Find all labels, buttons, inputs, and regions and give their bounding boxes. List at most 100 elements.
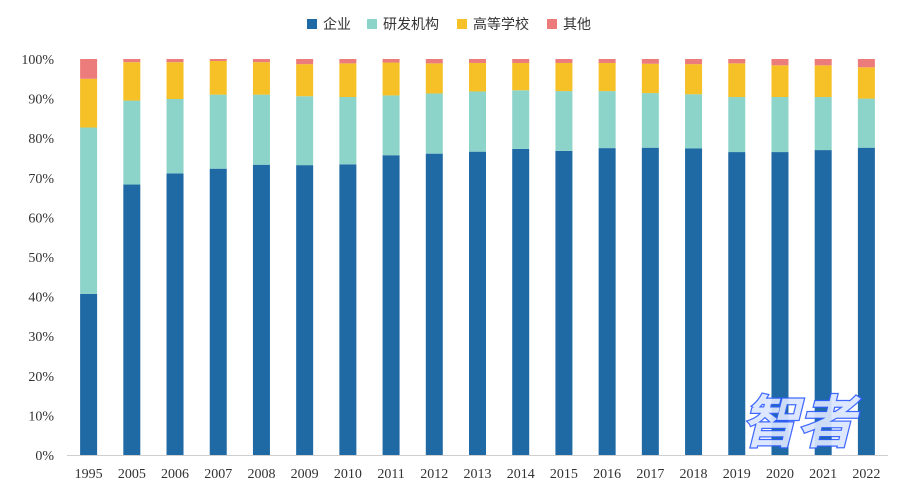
x-tick-label: 2016 — [593, 467, 621, 482]
bar-segment — [685, 59, 703, 65]
bar-segment — [123, 184, 141, 456]
bar-segment — [382, 155, 400, 455]
x-tick-label: 2013 — [464, 467, 492, 482]
x-tick-label: 2011 — [377, 467, 404, 482]
x-tick-label: 2018 — [680, 467, 708, 482]
bar-segment — [425, 93, 443, 154]
y-tick-label: 20% — [28, 370, 54, 385]
bar-segment — [771, 152, 789, 455]
bar-segment — [339, 97, 357, 165]
bar-segment — [555, 62, 573, 92]
bar-segment — [209, 94, 227, 169]
watermark: 智者 — [741, 389, 863, 458]
bar-segment — [641, 93, 659, 148]
legend-label: 其他 — [563, 17, 591, 33]
y-tick-label: 10% — [28, 409, 54, 424]
bar-segment — [814, 59, 832, 66]
x-tick-label: 2006 — [161, 467, 189, 482]
bar-segment — [382, 62, 400, 96]
bar-segment — [469, 59, 486, 63]
x-tick-label: 2020 — [766, 467, 794, 482]
bar-segment — [857, 98, 875, 148]
bar-segment — [512, 62, 530, 91]
bar-segment — [166, 59, 184, 63]
bar-segment — [512, 59, 530, 63]
x-tick-label: 2017 — [636, 467, 664, 482]
bar-segment — [555, 59, 573, 63]
legend-label: 高等学校 — [473, 16, 529, 33]
plot-area — [80, 59, 875, 456]
legend-label: 研发机构 — [383, 17, 439, 33]
bar-segment — [252, 62, 270, 95]
bar-segment — [296, 64, 314, 97]
x-tick-label: 2021 — [809, 467, 837, 482]
bar-segment — [166, 62, 184, 99]
bar-segment — [728, 152, 746, 455]
y-tick-label: 100% — [21, 53, 54, 68]
x-tick-label: 2007 — [204, 467, 232, 482]
x-axis: 1995 2005 2006 2007 2008 2009 2010 2011 2012 2013… — [67, 455, 888, 482]
y-tick-label: 0% — [35, 449, 54, 464]
bar-segment — [166, 173, 184, 455]
bar-segment — [252, 94, 270, 165]
x-tick-label: 1995 — [75, 467, 103, 482]
bar-segment — [814, 97, 832, 151]
legend-swatch — [367, 19, 377, 29]
bar-segment — [123, 100, 141, 185]
bar-segment — [685, 148, 703, 455]
bar-segment — [80, 78, 98, 128]
bar-segment — [641, 59, 659, 64]
bar-segment — [296, 96, 314, 166]
bar-segment — [382, 59, 400, 63]
bar-segment — [382, 95, 400, 156]
bar-segment — [425, 59, 443, 64]
legend-label: 企业 — [323, 16, 351, 33]
x-tick-label: 2005 — [118, 467, 146, 482]
x-tick-label: 2019 — [723, 467, 751, 482]
bar-segment — [512, 90, 530, 149]
bar-segment — [685, 64, 703, 95]
bar-segment — [339, 164, 357, 455]
bar-segment — [469, 151, 486, 455]
bar-segment — [296, 59, 314, 65]
bar-segment — [598, 62, 616, 92]
y-tick-label: 40% — [28, 291, 54, 306]
bar-segment — [80, 59, 98, 79]
y-tick-label: 70% — [28, 172, 54, 187]
x-tick-label: 2008 — [247, 467, 275, 482]
bar-segment — [252, 164, 270, 455]
bar-segment — [857, 147, 875, 456]
bar-segment — [252, 59, 270, 63]
bar-segment — [555, 150, 573, 455]
bar-segment — [80, 127, 98, 294]
bar-segment — [123, 62, 141, 101]
legend-swatch — [307, 19, 317, 29]
bar-segment — [598, 148, 616, 455]
x-tick-label: 2009 — [291, 467, 319, 482]
legend: 企业 研发机构 高等学校 其他 — [307, 16, 591, 33]
bar-segment — [771, 65, 789, 98]
bar-segment — [771, 97, 789, 153]
y-tick-label: 90% — [28, 93, 54, 108]
bar-segment — [296, 165, 314, 456]
bar-segment — [641, 147, 659, 456]
y-tick-label: 50% — [28, 251, 54, 266]
y-tick-label: 80% — [28, 132, 54, 147]
bar-segment — [512, 148, 530, 455]
bar-segment — [814, 65, 832, 98]
bar-segment — [771, 59, 789, 66]
x-tick-label: 2022 — [852, 467, 880, 482]
bar-segment — [80, 293, 98, 455]
bar-segment — [728, 59, 746, 64]
bar-segment — [598, 59, 616, 63]
bar-segment — [425, 63, 443, 94]
bar-segment — [814, 150, 832, 455]
legend-swatch — [457, 19, 467, 29]
x-tick-label: 2014 — [507, 467, 535, 482]
bar-segment — [209, 60, 227, 95]
bar-segment — [857, 59, 875, 68]
bar-segment — [209, 59, 227, 61]
y-tick-label: 60% — [28, 211, 54, 226]
y-tick-label: 30% — [28, 330, 54, 345]
